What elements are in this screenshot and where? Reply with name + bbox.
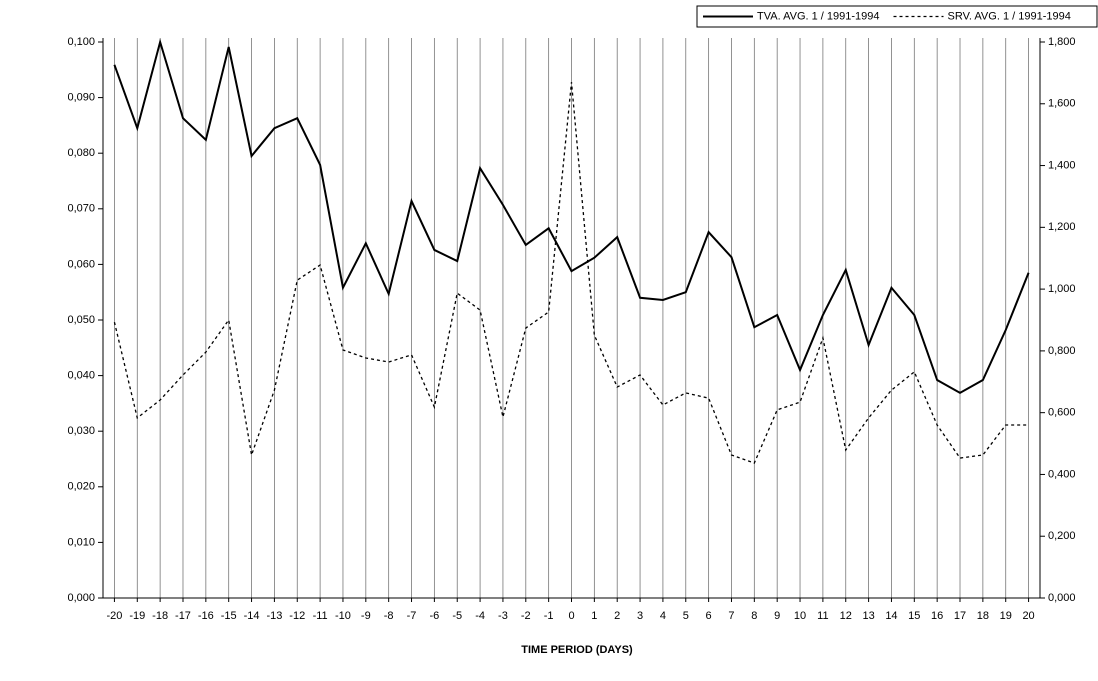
y-tick-label: 0,090: [67, 92, 95, 104]
x-tick-label: -7: [407, 610, 417, 622]
x-tick-label: -12: [289, 610, 305, 622]
x-tick-label: 4: [660, 610, 666, 622]
x-tick-label: 13: [862, 610, 874, 622]
y2-tick-label: 0,000: [1048, 592, 1076, 604]
x-tick-label: -19: [129, 610, 145, 622]
y-tick-label: 0,050: [67, 314, 95, 326]
x-tick-label: 11: [817, 610, 828, 622]
x-tick-label: 9: [774, 610, 780, 622]
y2-tick-label: 1,000: [1048, 283, 1076, 295]
x-tick-label: -13: [266, 610, 282, 622]
x-tick-label: -6: [429, 610, 439, 622]
y2-tick-label: 0,200: [1048, 530, 1076, 542]
x-tick-label: -17: [175, 610, 191, 622]
x-tick-label: -5: [452, 610, 462, 622]
line-series: [113, 82, 1029, 464]
y2-tick-label: 1,600: [1048, 98, 1076, 110]
x-tick-label: -2: [521, 610, 531, 622]
y-tick-label: 0,010: [67, 536, 95, 548]
y2-tick-label: 0,400: [1048, 468, 1076, 480]
legend-label: SRV. AVG. 1 / 1991-1994: [948, 10, 1071, 22]
x-tick-label: 6: [706, 610, 712, 622]
x-tick-label: -14: [244, 610, 260, 622]
x-tick-label: 0: [568, 610, 574, 622]
x-tick-label: -18: [152, 610, 168, 622]
x-tick-label: -8: [384, 610, 394, 622]
x-tick-label: -1: [544, 610, 554, 622]
x-tick-label: -15: [221, 610, 237, 622]
y2-tick-label: 1,400: [1048, 159, 1076, 171]
y-tick-label: 0,100: [67, 36, 95, 48]
x-tick-label: 16: [931, 610, 943, 622]
legend-label: TVA. AVG. 1 / 1991-1994: [757, 10, 880, 22]
x-tick-label: 10: [794, 610, 806, 622]
x-tick-label: 19: [1000, 610, 1012, 622]
y2-tick-label: 0,600: [1048, 407, 1076, 419]
y-tick-label: 0,000: [67, 592, 95, 604]
y-tick-label: 0,080: [67, 147, 95, 159]
x-tick-label: -3: [498, 610, 508, 622]
x-tick-label: 14: [885, 610, 897, 622]
x-tick-label: 8: [751, 610, 757, 622]
x-tick-label: -20: [106, 610, 122, 622]
x-tick-label: 1: [591, 610, 597, 622]
x-tick-label: -16: [198, 610, 214, 622]
y-tick-label: 0,030: [67, 425, 95, 437]
x-tick-label: -11: [313, 610, 328, 622]
y-tick-label: 0,040: [67, 370, 95, 382]
x-tick-label: -10: [335, 610, 351, 622]
y2-tick-label: 1,200: [1048, 221, 1076, 233]
x-tick-label: 2: [614, 610, 620, 622]
y2-tick-label: 1,800: [1048, 36, 1076, 48]
line-series: [113, 38, 1030, 394]
x-tick-label: -9: [361, 610, 371, 622]
x-tick-label: 17: [954, 610, 966, 622]
x-tick-label: 3: [637, 610, 643, 622]
x-tick-label: 18: [977, 610, 989, 622]
x-tick-label: 12: [840, 610, 852, 622]
x-tick-label: 15: [908, 610, 920, 622]
legend-box: [696, 5, 1098, 28]
x-tick-label: 7: [728, 610, 734, 622]
x-tick-label: -4: [475, 610, 485, 622]
x-tick-label: 5: [683, 610, 689, 622]
x-tick-label: 20: [1022, 610, 1034, 622]
y-tick-label: 0,060: [67, 258, 95, 270]
x-axis-title: TIME PERIOD (DAYS): [521, 644, 633, 656]
y2-tick-label: 0,800: [1048, 345, 1076, 357]
y-tick-label: 0,020: [67, 481, 95, 493]
y-tick-label: 0,070: [67, 203, 95, 215]
